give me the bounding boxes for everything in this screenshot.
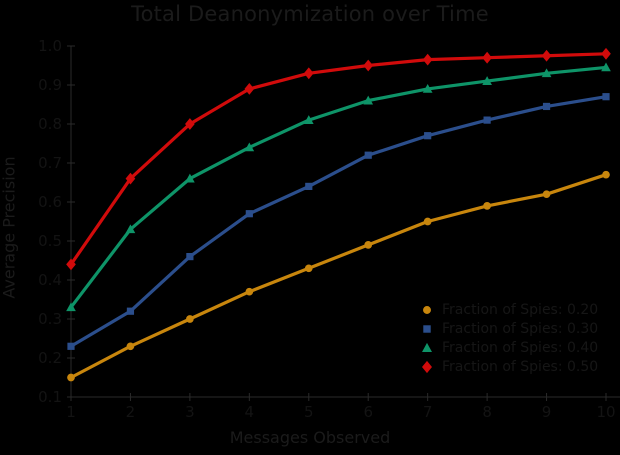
data-point-marker xyxy=(422,83,433,93)
series-line xyxy=(69,52,608,266)
y-axis-tick-label: 0.4 xyxy=(38,271,62,289)
legend-item-0[interactable]: Fraction of Spies: 0.20 xyxy=(416,300,598,319)
x-axis-tick-label: 6 xyxy=(363,403,373,421)
legend-item-2[interactable]: Fraction of Spies: 0.40 xyxy=(416,338,598,357)
data-point-marker xyxy=(601,62,611,72)
x-axis-label: Messages Observed xyxy=(229,428,391,447)
legend-marker-icon xyxy=(416,357,438,376)
data-point-marker xyxy=(364,241,373,249)
x-axis-tick-label: 8 xyxy=(482,403,492,421)
y-axis-tick-label: 0.7 xyxy=(38,154,62,172)
data-point-marker xyxy=(244,142,255,152)
series-line xyxy=(69,65,608,309)
data-point-marker xyxy=(186,315,194,323)
data-point-marker xyxy=(303,67,314,80)
data-point-marker xyxy=(305,182,313,190)
data-point-marker xyxy=(66,258,76,271)
x-axis-tick-label: 3 xyxy=(185,403,195,421)
data-point-marker xyxy=(482,51,492,64)
data-point-marker xyxy=(185,118,195,130)
data-point-marker xyxy=(363,59,374,72)
data-point-marker xyxy=(483,116,491,124)
x-axis-tick-label: 2 xyxy=(125,403,136,421)
data-point-marker xyxy=(542,102,551,111)
legend-item-label: Fraction of Spies: 0.30 xyxy=(442,320,599,337)
series-0 xyxy=(67,170,610,382)
series-1 xyxy=(67,93,610,350)
data-point-marker xyxy=(363,95,374,105)
data-point-marker xyxy=(483,202,491,210)
y-axis-tick-label: 0.6 xyxy=(38,193,62,211)
data-point-marker xyxy=(364,151,372,159)
legend-marker-icon xyxy=(416,300,438,319)
x-axis-tick-label: 7 xyxy=(422,403,433,421)
legend-marker-icon xyxy=(416,319,438,338)
data-point-marker xyxy=(482,76,492,85)
y-axis-tick-label: 0.9 xyxy=(38,76,62,94)
data-point-marker xyxy=(244,83,255,95)
series-group xyxy=(66,47,611,382)
data-point-marker xyxy=(541,49,552,62)
series-3 xyxy=(66,47,611,271)
legend-item-label: Fraction of Spies: 0.20 xyxy=(442,301,599,318)
series-line xyxy=(69,95,608,348)
legend-item-label: Fraction of Spies: 0.40 xyxy=(442,339,599,356)
data-point-marker xyxy=(186,253,194,261)
axes-group xyxy=(67,45,620,401)
x-axis-tick-label: 5 xyxy=(303,403,314,421)
data-point-marker xyxy=(125,224,136,234)
data-point-marker xyxy=(126,342,135,351)
series-line xyxy=(69,173,608,380)
data-point-marker xyxy=(602,170,610,179)
data-point-marker xyxy=(304,264,313,273)
x-axis-tick-label: 1 xyxy=(66,403,76,421)
data-point-marker xyxy=(67,342,75,350)
x-axis-tick-label: 10 xyxy=(596,403,616,421)
data-point-marker xyxy=(541,68,552,78)
chart-title: Total Deanonymization over Time xyxy=(131,2,489,26)
data-point-marker xyxy=(245,210,253,218)
y-axis-tick-label: 1.0 xyxy=(38,37,62,55)
data-point-marker xyxy=(422,53,433,66)
y-axis-tick-label: 0.1 xyxy=(38,388,62,406)
data-point-marker xyxy=(423,217,432,226)
legend-item-label: Fraction of Spies: 0.50 xyxy=(442,358,599,375)
series-2 xyxy=(66,62,611,312)
chart-legend: Fraction of Spies: 0.20 Fraction of Spies… xyxy=(416,300,598,376)
y-axis-tick-label: 0.3 xyxy=(38,310,62,328)
y-axis-tick-label: 0.8 xyxy=(38,115,62,133)
data-point-marker xyxy=(303,115,314,124)
y-axis-tick-label: 0.5 xyxy=(38,232,62,250)
data-point-marker xyxy=(424,132,432,140)
data-point-marker xyxy=(125,172,136,185)
y-axis-label: Average Precision xyxy=(0,156,19,299)
data-point-marker xyxy=(245,287,254,296)
data-point-marker xyxy=(185,173,195,183)
legend-marker-icon xyxy=(416,338,438,357)
data-point-marker xyxy=(542,190,551,199)
legend-item-3[interactable]: Fraction of Spies: 0.50 xyxy=(416,357,598,376)
data-point-marker xyxy=(602,93,610,101)
legend-item-1[interactable]: Fraction of Spies: 0.30 xyxy=(416,319,598,338)
x-axis-tick-label: 9 xyxy=(541,403,552,421)
data-point-marker xyxy=(66,302,76,312)
data-point-marker xyxy=(601,47,611,60)
y-axis-tick-label: 0.2 xyxy=(38,349,62,367)
data-point-marker xyxy=(67,373,75,382)
data-point-marker xyxy=(126,307,135,315)
x-axis-tick-label: 4 xyxy=(244,403,255,421)
